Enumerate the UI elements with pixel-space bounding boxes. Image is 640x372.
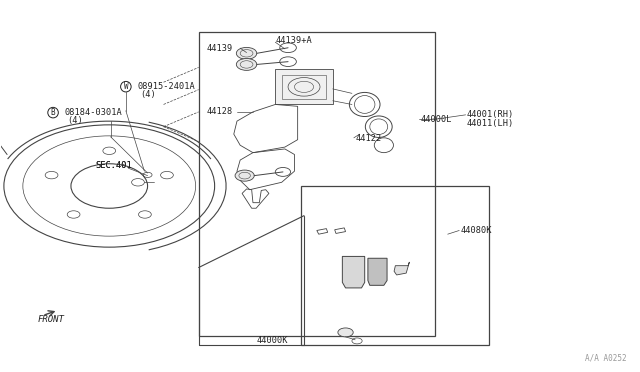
Text: (4): (4): [67, 116, 83, 125]
Bar: [198, 32, 435, 336]
Circle shape: [235, 170, 254, 181]
Text: 08184-0301A: 08184-0301A: [65, 108, 122, 117]
Text: 44139: 44139: [207, 44, 233, 53]
Text: 08915-2401A: 08915-2401A: [138, 82, 195, 91]
Text: A/A A0252: A/A A0252: [585, 353, 627, 362]
Circle shape: [236, 47, 257, 59]
Circle shape: [338, 328, 353, 337]
Polygon shape: [368, 258, 387, 285]
Text: FRONT: FRONT: [38, 315, 65, 324]
Text: SEC.401: SEC.401: [95, 161, 132, 170]
Text: 44000K: 44000K: [256, 336, 287, 346]
Bar: [282, 75, 326, 99]
Bar: [275, 69, 333, 105]
Text: B: B: [51, 108, 56, 117]
Bar: [301, 186, 489, 345]
Text: SEC.401: SEC.401: [95, 161, 132, 170]
Polygon shape: [394, 262, 410, 275]
Text: 44122: 44122: [355, 134, 381, 143]
Circle shape: [236, 58, 257, 70]
Text: 44128: 44128: [207, 108, 233, 116]
Text: 44001(RH): 44001(RH): [467, 110, 514, 119]
Text: 44011(LH): 44011(LH): [467, 119, 514, 128]
Text: 44000L: 44000L: [421, 115, 452, 124]
Text: (4): (4): [140, 90, 156, 99]
Text: 44080K: 44080K: [461, 226, 492, 235]
Text: 44139+A: 44139+A: [275, 36, 312, 45]
Polygon shape: [342, 256, 365, 288]
Text: W: W: [124, 82, 128, 91]
